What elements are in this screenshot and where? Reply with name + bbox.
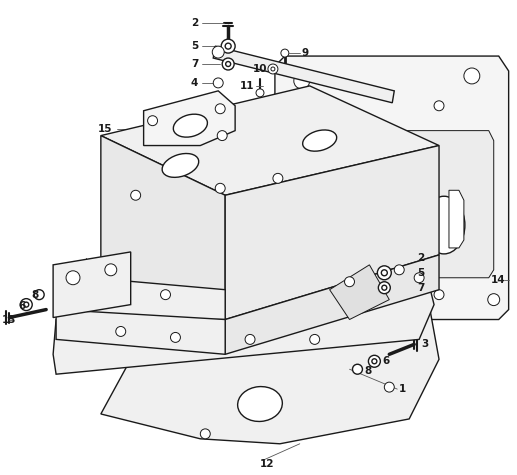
Circle shape — [281, 49, 289, 57]
Polygon shape — [53, 252, 131, 317]
Text: 9: 9 — [302, 48, 309, 58]
Circle shape — [34, 290, 44, 300]
Text: 7: 7 — [417, 283, 424, 293]
Text: 3: 3 — [421, 339, 429, 350]
Text: 11: 11 — [239, 81, 254, 91]
Circle shape — [215, 183, 225, 193]
Circle shape — [221, 39, 235, 53]
Polygon shape — [101, 135, 225, 320]
Ellipse shape — [337, 190, 382, 250]
Text: 15: 15 — [98, 124, 113, 133]
Circle shape — [131, 190, 141, 200]
Polygon shape — [225, 255, 439, 354]
Circle shape — [217, 131, 227, 141]
Circle shape — [325, 101, 334, 111]
Circle shape — [116, 326, 126, 336]
Circle shape — [271, 67, 275, 71]
Circle shape — [464, 68, 480, 84]
Text: 12: 12 — [260, 459, 275, 469]
Polygon shape — [101, 86, 439, 195]
Text: 10: 10 — [252, 64, 267, 74]
Polygon shape — [213, 46, 394, 103]
Text: 5: 5 — [417, 268, 424, 278]
Polygon shape — [325, 141, 399, 175]
Circle shape — [434, 290, 444, 300]
Circle shape — [213, 78, 223, 88]
Circle shape — [409, 270, 419, 280]
Circle shape — [105, 264, 117, 276]
Circle shape — [212, 46, 224, 58]
Circle shape — [384, 382, 394, 392]
Polygon shape — [330, 265, 389, 320]
Text: 13: 13 — [2, 314, 16, 324]
Circle shape — [200, 429, 210, 439]
Circle shape — [394, 265, 404, 275]
Circle shape — [369, 355, 381, 367]
Circle shape — [294, 73, 310, 89]
Polygon shape — [225, 145, 439, 320]
Circle shape — [434, 101, 444, 111]
Circle shape — [488, 294, 500, 305]
Text: 2: 2 — [191, 18, 199, 28]
Circle shape — [24, 302, 29, 307]
Polygon shape — [101, 304, 439, 444]
Text: 6: 6 — [18, 301, 25, 311]
Circle shape — [273, 173, 283, 183]
Polygon shape — [53, 285, 434, 374]
Circle shape — [280, 185, 290, 195]
Circle shape — [171, 332, 180, 342]
Text: 2: 2 — [417, 253, 424, 263]
Text: 1: 1 — [399, 384, 406, 394]
Ellipse shape — [423, 196, 465, 254]
Text: 7: 7 — [191, 59, 199, 69]
Polygon shape — [144, 91, 235, 145]
Circle shape — [382, 270, 387, 276]
Text: 4: 4 — [191, 78, 199, 88]
Circle shape — [268, 64, 278, 74]
Circle shape — [66, 271, 80, 285]
Ellipse shape — [162, 153, 199, 177]
Text: 5: 5 — [191, 41, 199, 51]
Circle shape — [377, 266, 391, 280]
Text: 6: 6 — [383, 356, 390, 366]
Circle shape — [161, 290, 171, 300]
Text: 8: 8 — [364, 366, 372, 376]
Circle shape — [382, 285, 387, 290]
Polygon shape — [275, 56, 509, 320]
Circle shape — [256, 89, 264, 97]
Circle shape — [310, 334, 320, 344]
Text: 8: 8 — [31, 290, 38, 300]
Circle shape — [147, 116, 158, 126]
Circle shape — [215, 104, 225, 114]
Polygon shape — [449, 190, 464, 248]
Circle shape — [226, 62, 231, 66]
Ellipse shape — [238, 387, 282, 421]
Circle shape — [414, 273, 424, 283]
Circle shape — [225, 43, 231, 49]
Circle shape — [378, 282, 390, 294]
Circle shape — [115, 276, 127, 288]
Polygon shape — [56, 275, 225, 320]
Circle shape — [245, 334, 255, 344]
Polygon shape — [56, 310, 225, 354]
Text: 14: 14 — [491, 275, 506, 285]
Polygon shape — [305, 131, 494, 278]
Ellipse shape — [173, 114, 207, 137]
Ellipse shape — [302, 130, 337, 151]
Circle shape — [372, 359, 377, 364]
Circle shape — [325, 290, 334, 300]
Circle shape — [353, 364, 362, 374]
Circle shape — [222, 58, 234, 70]
Circle shape — [20, 299, 32, 311]
Circle shape — [344, 277, 355, 287]
